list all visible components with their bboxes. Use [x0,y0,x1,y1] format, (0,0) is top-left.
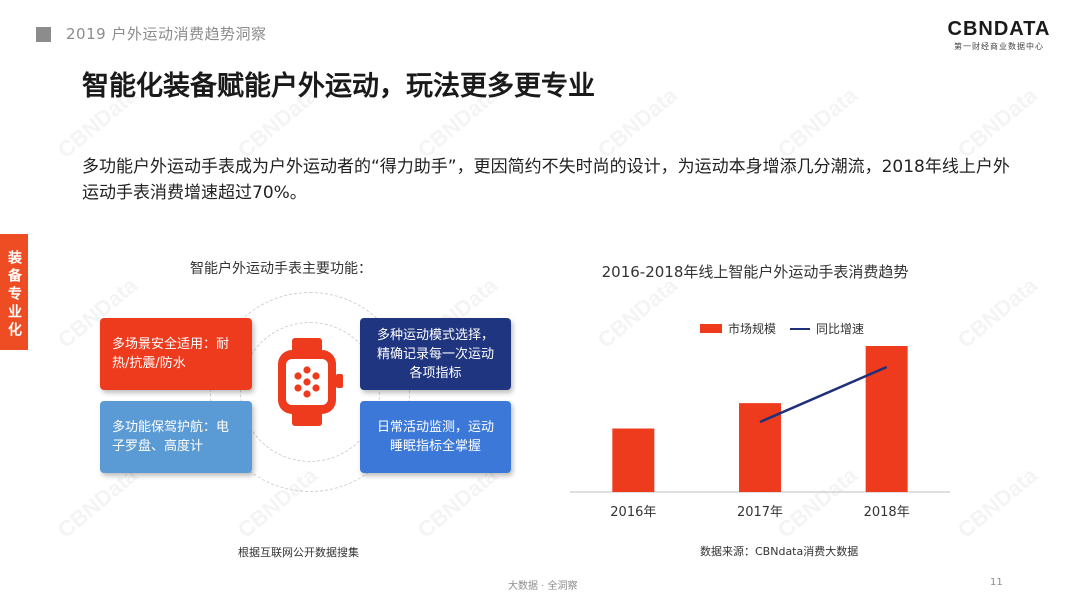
chart-title: 2016-2018年线上智能户外运动手表消费趋势 [601,263,909,281]
watermark: CBNData [953,82,1043,163]
chart-plot: 2016年 2017年 2018年 [570,346,950,520]
side-tab: 装备专业化 [0,234,28,350]
legend-swatch-line [790,327,811,330]
page-title: 智能化装备赋能户外运动，玩法更多更专业 [82,71,595,102]
footer-text: 大数据 · 全洞察 [508,581,578,592]
features-title: 智能户外运动手表主要功能： [190,261,372,277]
logo-sub-text: 第一财经商业数据中心 [954,42,1044,51]
page-description: 多功能户外运动手表成为户外运动者的“得力助手”，更因简约不失时尚的设计，为运动本… [82,157,1010,203]
legend-label-bar: 市场规模 [728,322,777,336]
feature-text: 多场景安全适用：耐热/抗震/防水 [112,337,230,371]
watermark: CBNData [593,82,683,163]
feature-box-sport-modes: 多种运动模式选择，精确记录每一次运动各项指标 [360,318,511,390]
inner-ring [240,322,380,462]
x-tick-label: 2018年 [864,505,910,520]
bar-2 [865,346,908,492]
chart-legend: 市场规模 同比增速 [700,320,864,337]
feature-box-safety: 多场景安全适用：耐热/抗震/防水 [100,318,252,390]
outer-ring [210,292,410,492]
smartwatch-icon [270,338,348,426]
report-title: 2019 户外运动消费趋势洞察 [66,25,267,43]
watermark: CBNData [773,82,863,163]
header-square-icon [36,27,51,42]
feature-box-navigation: 多功能保驾护航：电子罗盘、高度计 [100,401,252,473]
x-tick-label: 2017年 [737,505,783,520]
feature-box-monitoring: 日常活动监测，运动睡眠指标全掌握 [360,401,511,473]
bar-1 [739,403,781,492]
feature-text: 多功能保驾护航：电子罗盘、高度计 [112,420,230,454]
watermark: CBNData [953,272,1043,353]
logo-main-text: CBNDATA [947,18,1051,40]
feature-text: 多种运动模式选择，精确记录每一次运动各项指标 [376,327,494,381]
chart-source: 数据来源：CBNdata消费大数据 [700,545,859,558]
legend-label-line: 同比增速 [816,322,865,336]
bar-0 [612,428,655,492]
cbndata-logo: CBNDATA 第一财经商业数据中心 [944,18,1054,52]
watermark: CBNData [953,462,1043,543]
features-source: 根据互联网公开数据搜集 [238,546,359,559]
x-tick-label: 2016年 [610,505,656,520]
growth-line [759,365,888,424]
watermark: CBNData [53,462,143,543]
watermark: CBNData [413,462,503,543]
legend-swatch-bar [700,324,722,333]
page-number: 11 [990,577,1003,588]
feature-text: 日常活动监测，运动睡眠指标全掌握 [376,420,494,454]
